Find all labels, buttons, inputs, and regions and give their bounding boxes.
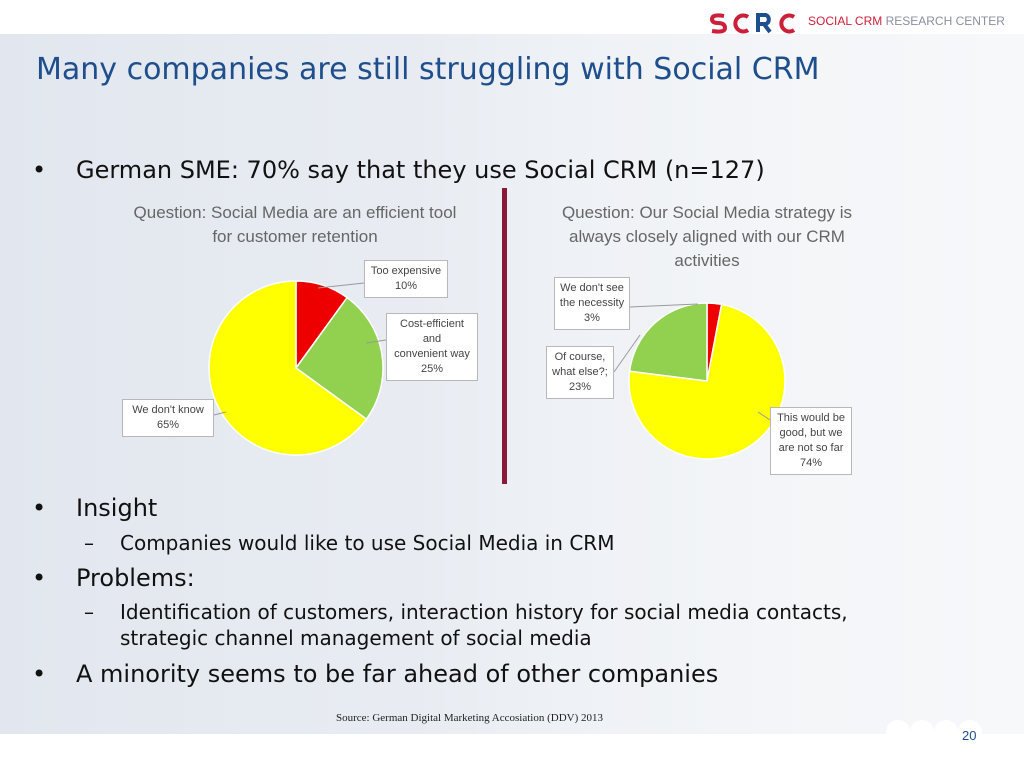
callout-too-expensive: Too expensive 10% [364,260,448,298]
leader-dont-know [213,411,227,416]
pie-chart-2 [628,302,786,460]
chart1-title: Question: Social Media are an efficient … [133,203,457,246]
leader-would-be-good [757,411,771,421]
source-note: Source: German Digital Marketing Accosia… [336,712,603,724]
sub-problems-line1: – Identification of customers, interacti… [84,600,848,624]
bullet-text: A minority seems to be far ahead of othe… [76,660,719,688]
bullet-text: Problems: [76,564,195,592]
sub-insight: – Companies would like to use Social Med… [84,531,615,555]
bullet-text: Insight [76,494,158,522]
chart2-title: Question: Our Social Media strategy is a… [561,203,853,270]
sub-problems-line2: strategic channel management of social m… [120,626,592,650]
callout-would-be-good: This would be good, but we are not so fa… [770,407,852,475]
bullet-sme-usage: • German SME: 70% say that they use Soci… [32,156,765,184]
slice-of-course [628,302,708,382]
slice-dont-know [208,280,368,456]
callout-dont-know: We don't know 65% [122,399,214,437]
bullet-marker: • [32,494,47,522]
bullet-marker: • [32,660,47,688]
slice-cost-efficient [294,296,384,421]
scrc-logo [709,13,796,34]
callout-cost-efficient: Cost-efficient and convenient way 25% [386,313,478,381]
pie-chart-1 [208,280,384,456]
bullet-marker: • [32,564,47,592]
leader-cost-efficient [365,339,387,344]
sub-text: Companies would like to use Social Media… [120,531,615,555]
bullet-marker: • [32,156,47,184]
dash-marker: – [84,600,94,624]
slide-title: Many companies are still struggling with… [36,52,820,87]
header-strip [0,0,1024,34]
leader-too-expensive [317,282,365,289]
leader-no-necessity [629,303,699,308]
callout-leaders [213,282,771,421]
slide-background [0,34,1024,734]
bullet-problems: • Problems: [32,564,195,592]
bullet-text: German SME: 70% say that they use Social… [76,156,765,184]
dash-marker: – [84,531,94,555]
bullet-minority: • A minority seems to be far ahead of ot… [32,660,719,688]
callout-no-necessity: We don't see the necessity 3% [554,277,630,330]
decorative-dots [886,720,982,744]
page-number: 20 [962,728,977,743]
chart-divider [502,188,507,484]
callout-of-course: Of course, what else?; 23% [546,346,614,399]
leader-of-course [613,334,641,373]
sub-text: Identification of customers, interaction… [120,600,848,624]
logo-wordmark: SOCIAL CRM RESEARCH CENTER [808,14,1005,28]
bullet-insight: • Insight [32,494,158,522]
